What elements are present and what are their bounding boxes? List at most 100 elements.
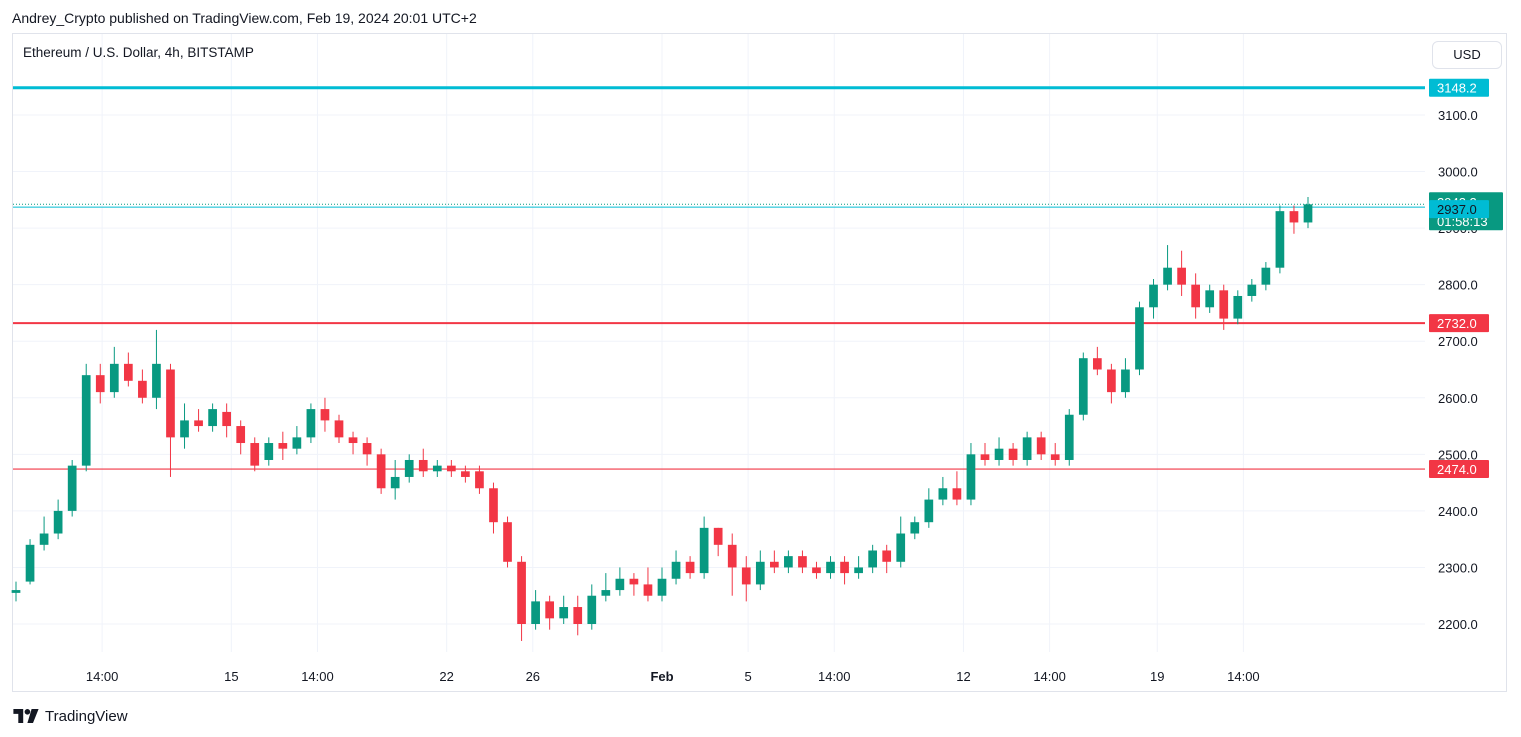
grid-lines: [13, 34, 1425, 652]
candle-body: [67, 465, 77, 511]
candle-body: [573, 607, 583, 624]
candle-body: [1177, 267, 1186, 285]
candle-body: [545, 601, 555, 619]
candle-body: [924, 499, 934, 523]
candle-body: [629, 578, 639, 585]
candle-body: [348, 437, 358, 444]
currency-button[interactable]: USD: [1432, 41, 1502, 69]
y-tick-label: 2600.0: [1438, 391, 1478, 406]
candle-body: [994, 448, 1004, 460]
y-tick-label: 3000.0: [1438, 165, 1478, 180]
candle-body: [713, 527, 723, 545]
candle-body: [952, 488, 962, 500]
candle-body: [1036, 437, 1046, 455]
candle-body: [615, 578, 625, 591]
candle-body: [769, 561, 779, 568]
candle-body: [938, 488, 948, 500]
candle-body: [1078, 358, 1088, 415]
x-tick-label: 14:00: [1033, 669, 1066, 684]
candle-body: [278, 443, 288, 449]
candle-body: [432, 465, 442, 472]
price-axis[interactable]: 3100.03000.02900.02800.02700.02600.02500…: [1438, 108, 1478, 632]
candle-body: [1261, 267, 1271, 285]
candle-body: [784, 556, 793, 568]
candle-body: [39, 533, 49, 545]
candle-body: [138, 380, 147, 398]
x-tick-label: 14:00: [1227, 669, 1260, 684]
candle-body: [489, 488, 498, 523]
candle-body: [404, 459, 414, 477]
level-tag: [1429, 78, 1489, 97]
candle-body: [194, 420, 203, 427]
candle-body: [152, 363, 161, 398]
candle-body: [882, 550, 892, 562]
tradingview-footer[interactable]: TradingView: [13, 706, 128, 726]
candle-body: [517, 561, 526, 624]
candle-body: [531, 601, 540, 624]
level-tag-label: 3148.2: [1437, 81, 1477, 96]
candle-body: [222, 411, 232, 427]
candle-body: [306, 409, 316, 438]
candle-body: [461, 471, 470, 477]
candle-body: [657, 578, 667, 596]
candle-body: [1163, 267, 1172, 285]
candle-body: [503, 522, 512, 562]
candle-body: [727, 544, 737, 568]
candle-body: [475, 471, 484, 489]
candle-body: [1008, 448, 1018, 460]
candle-body: [840, 561, 849, 574]
candle-body: [208, 409, 217, 427]
candle-body: [1092, 358, 1102, 370]
candle-body: [250, 443, 260, 466]
x-tick-label: 14:00: [818, 669, 851, 684]
y-tick-label: 2500.0: [1438, 447, 1478, 462]
candle-body: [1219, 290, 1229, 319]
x-tick-label: 22: [439, 669, 453, 684]
tradingview-brand: TradingView: [45, 707, 128, 725]
candle-body: [418, 459, 428, 472]
candle-body: [812, 567, 821, 574]
candle-body: [966, 454, 976, 500]
alert-tag-label: 2937.0: [1437, 202, 1477, 217]
x-tick-label: 12: [956, 669, 970, 684]
candle-body: [1064, 414, 1074, 460]
symbol-info: Ethereum / U.S. Dollar, 4h, BITSTAMP: [23, 45, 254, 60]
candle-body: [1289, 211, 1299, 223]
candle-body: [1191, 284, 1201, 308]
candle-body: [180, 420, 189, 438]
candle-body: [910, 522, 920, 534]
candle-body: [798, 556, 807, 568]
x-tick-label: 14:00: [86, 669, 119, 684]
candle-body: [1135, 307, 1144, 370]
candle-body: [826, 561, 835, 574]
x-tick-label: 19: [1150, 669, 1164, 684]
y-tick-label: 2200.0: [1438, 617, 1478, 632]
candle-body: [896, 533, 906, 562]
candle-body: [446, 465, 456, 472]
candle-body: [601, 590, 611, 596]
horizontal-levels: [13, 86, 1425, 470]
y-tick-label: 2800.0: [1438, 278, 1478, 293]
candle-body: [559, 607, 569, 619]
candle-body: [376, 454, 386, 489]
candle-body: [81, 375, 91, 466]
level-tag-label: 2474.0: [1437, 462, 1477, 477]
candle-body: [1233, 295, 1243, 319]
level-tag-label: 2732.0: [1437, 316, 1477, 331]
publish-info: Andrey_Crypto published on TradingView.c…: [12, 10, 477, 26]
level-tag: [1429, 314, 1489, 333]
candles: [11, 197, 1313, 641]
y-tick-label: 2400.0: [1438, 504, 1478, 519]
candle-body: [53, 510, 63, 534]
alert-tag: [1429, 200, 1489, 219]
y-tick-label: 3100.0: [1438, 108, 1478, 123]
candle-body: [1275, 211, 1285, 268]
candle-body: [25, 544, 35, 582]
candle-body: [11, 590, 21, 593]
x-tick-label: 26: [526, 669, 540, 684]
time-axis[interactable]: 14:00 15 14:00 22 26 Feb 5 14:00 12 14:00 19 14:00: [86, 669, 1260, 684]
candle-body: [1050, 454, 1060, 460]
candle-body: [587, 595, 597, 624]
